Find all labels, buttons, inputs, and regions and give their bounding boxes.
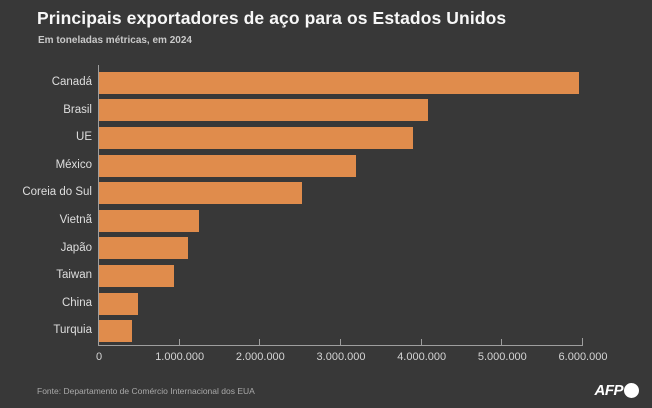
x-axis-tick [582,338,583,345]
bar-row: Turquia [0,317,652,345]
bar-label: UE [76,131,92,144]
y-axis-line [98,65,99,345]
x-axis-tick [501,339,503,345]
bar-row: Taiwan [0,262,652,290]
bar [99,237,188,260]
afp-logo: AFP [594,382,639,399]
bar-row: Coreia do Sul [0,179,652,207]
bar [99,209,200,232]
bar [99,182,303,205]
x-axis-tick-label: 4.000.000 [397,351,447,363]
bar-row: Vietnã [0,207,652,235]
bar-label: Coreia do Sul [22,186,92,199]
bar-label: México [55,158,92,171]
bar-label: Turquia [53,324,92,337]
source-note: Fonte: Departamento de Comércio Internac… [37,386,255,396]
bar-row: Brasil [0,97,652,125]
x-axis-tick [420,339,422,345]
x-axis-line [98,345,583,346]
bar-row: UE [0,124,652,152]
bar [99,71,579,94]
x-axis-tick [259,339,261,345]
bar-label: Brasil [63,103,92,116]
bar-label: Taiwan [56,269,92,282]
bar [99,99,429,122]
afp-logo-text: AFP [594,382,624,399]
afp-globe-icon [624,383,639,398]
x-axis-tick-label: 5.000.000 [477,351,527,363]
bar-label: Canadá [51,76,92,88]
x-axis-tick-label: 3.000.000 [316,351,366,363]
bar-label: Japão [60,241,92,254]
x-axis-tick [178,339,180,345]
bar-label: China [61,296,92,309]
x-axis-tick-label: 2.000.000 [235,351,285,363]
bar [99,154,357,177]
x-axis-tick-label: 1.000.000 [155,351,205,363]
bar [99,292,138,315]
page-title: Principais exportadores de aço para os E… [37,8,507,28]
bar-label: Vietnã [59,214,92,226]
x-axis-tick-label: 6.000.000 [558,351,608,363]
x-axis-tick [340,339,341,345]
bar-row: Japão [0,235,652,263]
bar-row: México [0,152,652,180]
bar [99,126,413,149]
bar [99,320,133,343]
bar [99,264,175,287]
page-subtitle: Em toneladas métricas, em 2024 [38,35,192,46]
bar-row: China [0,290,652,318]
bar-row: Canadá [0,69,652,97]
x-axis-tick-label: 0 [95,351,103,363]
